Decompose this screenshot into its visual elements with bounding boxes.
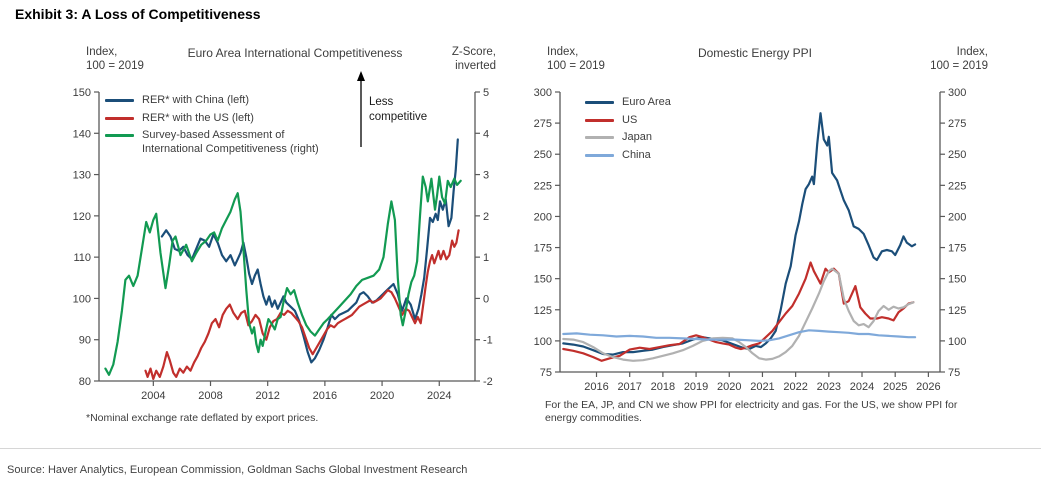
x-tick-label: 2020 <box>370 390 394 402</box>
y-tick-label: 150 <box>948 274 966 286</box>
y-tick-label: 175 <box>534 243 552 255</box>
legend-label: Japan <box>622 131 652 143</box>
legend-label: RER* with the US (left) <box>142 111 254 124</box>
charts-canvas: 80 90 100 110 120 130 140 150 -2 -1 0 1 2 3 4 5 2004 2008… <box>73 71 966 402</box>
right-chart-footnote: For the EA, JP, and CN we show PPI for e… <box>545 399 958 424</box>
legend-swatch-navy <box>585 101 614 104</box>
x-tick-label: 2025 <box>883 381 907 393</box>
y-tick-label: 225 <box>534 180 552 192</box>
legend-item: Euro Area <box>585 96 785 110</box>
x-tick-label: 2022 <box>783 381 807 393</box>
x-tick-label: 2004 <box>141 390 165 402</box>
legend-item: RER* with the US (left) <box>105 112 365 126</box>
exhibit-title: Exhibit 3: A Loss of Competitiveness <box>15 6 261 22</box>
y-tick-label: 110 <box>73 252 91 264</box>
legend-label: US <box>622 113 638 126</box>
y-tick-label: 275 <box>948 118 966 130</box>
right-chart-title: Domestic Energy PPI <box>697 46 813 60</box>
y-tick-label: 125 <box>948 305 966 317</box>
divider-line <box>0 448 1041 449</box>
x-tick-label: 2017 <box>617 381 641 393</box>
legend-item: Japan <box>585 131 785 145</box>
right-chart-legend: Euro Area US Japan China <box>585 96 785 166</box>
y-tick-label: 200 <box>534 211 552 223</box>
x-tick-label: 2019 <box>684 381 708 393</box>
legend-item: China <box>585 149 785 163</box>
y-tick-label: 275 <box>534 118 552 130</box>
left-chart-right-axis-header: Z-Score, inverted <box>451 46 496 72</box>
up-arrow-head-icon <box>357 71 365 81</box>
y-tick-label: 100 <box>73 293 91 305</box>
y-tick-label: 75 <box>948 367 960 379</box>
series-line <box>104 175 462 376</box>
y-tick-label: 150 <box>73 87 91 99</box>
x-tick-label: 2016 <box>584 381 608 393</box>
y-tick-label: -1 <box>483 335 493 347</box>
y-tick-label: 250 <box>534 149 552 161</box>
right-chart-left-axis-header: Index, 100 = 2019 <box>547 46 605 72</box>
x-tick-label: 2016 <box>313 390 337 402</box>
legend-swatch-gray <box>585 136 614 139</box>
legend-swatch-navy <box>105 99 134 102</box>
y-tick-label: 5 <box>483 87 489 99</box>
series-line <box>562 261 915 362</box>
legend-label: China <box>622 148 651 161</box>
y-tick-label: -2 <box>483 376 493 388</box>
legend-swatch-red <box>585 118 614 122</box>
y-tick-label: 120 <box>73 211 91 223</box>
x-tick-label: 2026 <box>916 381 940 393</box>
x-tick-label: 2012 <box>255 390 279 402</box>
y-tick-label: 4 <box>483 128 489 140</box>
x-tick-label: 2018 <box>651 381 675 393</box>
legend-label: Euro Area <box>622 96 671 108</box>
y-tick-label: 150 <box>534 274 552 286</box>
left-chart-footnote: *Nominal exchange rate deflated by expor… <box>86 412 319 424</box>
legend-swatch-light_blue <box>585 153 614 157</box>
y-tick-label: 300 <box>948 87 966 99</box>
y-tick-label: 300 <box>534 87 552 99</box>
legend-swatch-red <box>105 116 134 120</box>
left-chart-title: Euro Area International Competitiveness <box>187 46 403 60</box>
x-tick-label: 2024 <box>850 381 874 393</box>
less-competitive-annotation: Less competitive <box>369 96 428 123</box>
legend-label: RER* with China (left) <box>142 94 249 106</box>
y-tick-label: 3 <box>483 170 489 182</box>
y-tick-label: 130 <box>73 170 91 182</box>
y-tick-label: 100 <box>534 336 552 348</box>
series-line <box>144 229 460 380</box>
y-tick-label: 225 <box>948 180 966 192</box>
y-tick-label: 2 <box>483 211 489 223</box>
legend-item: Survey-based Assessment of International… <box>105 129 365 156</box>
y-tick-label: 175 <box>948 243 966 255</box>
y-tick-label: 1 <box>483 252 489 264</box>
x-tick-label: 2024 <box>427 390 451 402</box>
legend-swatch-green <box>105 134 134 137</box>
x-tick-label: 2023 <box>817 381 841 393</box>
y-tick-label: 90 <box>79 335 91 347</box>
left-chart-legend: RER* with China (left) RER* with the US (… <box>105 94 365 160</box>
y-tick-label: 140 <box>73 128 91 140</box>
series-line <box>562 267 915 362</box>
legend-item: US <box>585 114 785 128</box>
source-text: Source: Haver Analytics, European Commis… <box>7 464 468 476</box>
left-chart-left-axis-header: Index, 100 = 2019 <box>86 46 144 72</box>
legend-item: RER* with China (left) <box>105 94 365 108</box>
y-tick-label: 0 <box>483 293 489 305</box>
y-tick-label: 200 <box>948 211 966 223</box>
y-tick-label: 80 <box>79 376 91 388</box>
y-tick-label: 75 <box>540 367 552 379</box>
y-tick-label: 100 <box>948 336 966 348</box>
right-chart-right-axis-header: Index, 100 = 2019 <box>930 46 988 72</box>
x-tick-label: 2021 <box>750 381 774 393</box>
y-tick-label: 125 <box>534 305 552 317</box>
series-line <box>562 329 917 342</box>
series-line <box>160 138 459 364</box>
x-tick-label: 2008 <box>198 390 222 402</box>
x-tick-label: 2020 <box>717 381 741 393</box>
y-tick-label: 250 <box>948 149 966 161</box>
legend-label: Survey-based Assessment of International… <box>142 129 319 155</box>
